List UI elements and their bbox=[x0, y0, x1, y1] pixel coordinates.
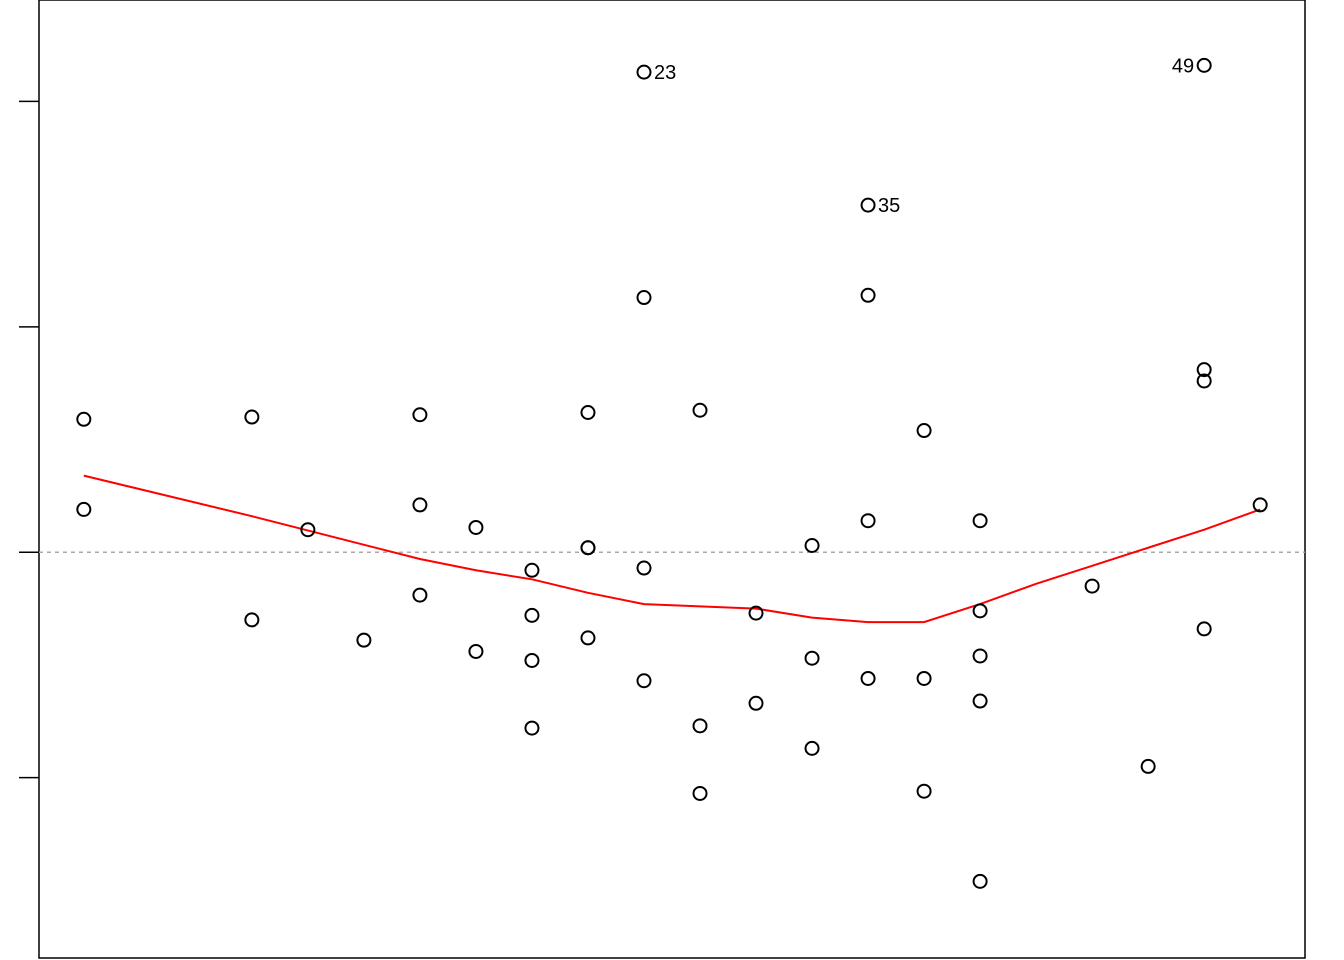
data-point-29 bbox=[804, 650, 820, 666]
point-labels: 23 35 49 bbox=[654, 55, 1194, 217]
data-point-12 bbox=[524, 607, 540, 623]
data-point-24 bbox=[692, 718, 708, 734]
data-point-31 bbox=[860, 197, 876, 213]
data-point-23 bbox=[692, 402, 708, 418]
plot-frame bbox=[38, 0, 1306, 959]
data-point-43 bbox=[1084, 578, 1100, 594]
data-point-5 bbox=[356, 632, 372, 648]
data-point-34 bbox=[860, 670, 876, 686]
data-point-18 bbox=[580, 630, 596, 646]
data-point-49 bbox=[1252, 497, 1268, 513]
data-point-44 bbox=[1140, 758, 1156, 774]
data-point-46 bbox=[1196, 362, 1212, 378]
data-point-42 bbox=[972, 873, 988, 889]
data-point-30 bbox=[804, 740, 820, 756]
data-point-39 bbox=[972, 603, 988, 619]
data-point-36 bbox=[916, 670, 932, 686]
data-point-48 bbox=[1196, 621, 1212, 637]
data-point-3 bbox=[244, 612, 260, 628]
data-point-13 bbox=[524, 652, 540, 668]
point-label-23: 23 bbox=[654, 62, 676, 84]
data-point-25 bbox=[692, 785, 708, 801]
point-label-35: 35 bbox=[878, 195, 900, 217]
data-point-27 bbox=[748, 695, 764, 711]
data-point-41 bbox=[972, 693, 988, 709]
data-point-21 bbox=[636, 560, 652, 576]
data-point-20 bbox=[636, 290, 652, 306]
data-point-6 bbox=[412, 407, 428, 423]
data-point-0 bbox=[76, 411, 92, 427]
data-point-10 bbox=[468, 643, 484, 659]
data-point-2 bbox=[244, 409, 260, 425]
smooth-trend-line bbox=[83, 474, 1261, 624]
data-point-9 bbox=[468, 519, 484, 535]
data-point-28 bbox=[804, 537, 820, 553]
data-point-40 bbox=[972, 648, 988, 664]
data-point-32 bbox=[860, 287, 876, 303]
data-point-35 bbox=[916, 423, 932, 439]
data-point-22 bbox=[636, 673, 652, 689]
data-point-4 bbox=[300, 522, 316, 538]
point-label-49: 49 bbox=[1172, 55, 1194, 77]
data-point-1 bbox=[76, 501, 92, 517]
y-axis bbox=[19, 100, 39, 779]
data-point-8 bbox=[412, 587, 428, 603]
data-point-15 bbox=[580, 405, 596, 421]
data-point-37 bbox=[916, 783, 932, 799]
data-point-17 bbox=[580, 540, 596, 556]
data-point-47 bbox=[1196, 373, 1212, 389]
data-point-26 bbox=[748, 605, 764, 621]
data-point-33 bbox=[860, 513, 876, 529]
data-points bbox=[76, 57, 1268, 889]
data-point-7 bbox=[412, 497, 428, 513]
data-point-45 bbox=[1196, 57, 1212, 73]
data-point-11 bbox=[524, 562, 540, 578]
data-point-14 bbox=[524, 720, 540, 736]
data-point-38 bbox=[972, 513, 988, 529]
data-point-19 bbox=[636, 64, 652, 80]
